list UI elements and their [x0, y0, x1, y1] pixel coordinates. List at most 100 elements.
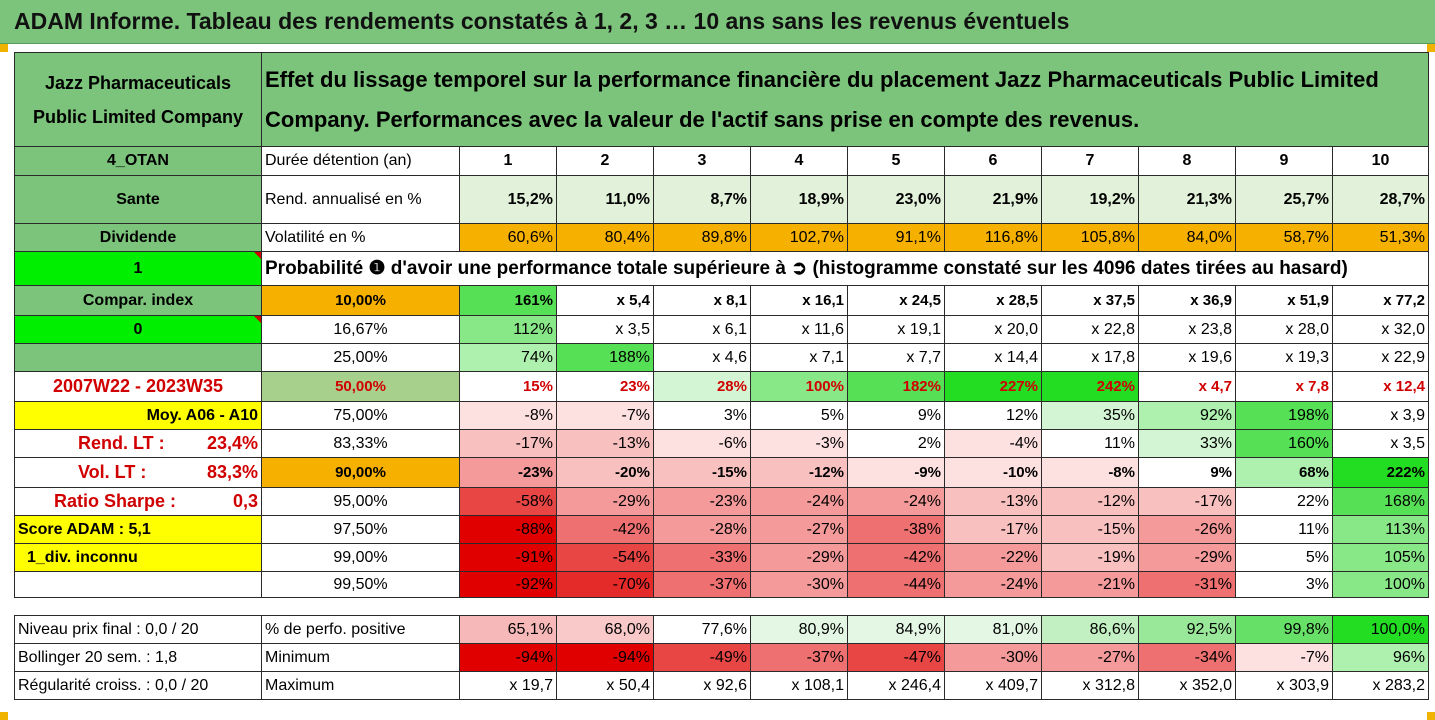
prob-threshold-1: 10,00%: [261, 285, 460, 316]
prob-cell-11-8: -31%: [1138, 571, 1236, 598]
pos-cell-3: 77,6%: [653, 615, 751, 644]
year-header-8: 8: [1138, 146, 1236, 176]
prob-cell-7-9: 68%: [1235, 457, 1333, 488]
min-cell-6: -30%: [944, 643, 1042, 672]
prob-cell-2-6: x 20,0: [944, 315, 1042, 344]
prob-cell-4-3: 28%: [653, 371, 751, 402]
year-header-10: 10: [1332, 146, 1429, 176]
max-cell-2: x 50,4: [556, 671, 654, 700]
prob-cell-6-5: 2%: [847, 429, 945, 458]
prob-cell-1-5: x 24,5: [847, 285, 945, 316]
prob-cell-5-9: 198%: [1235, 401, 1333, 430]
vol-cell-5: 91,1%: [847, 223, 945, 252]
prob-cell-4-2: 23%: [556, 371, 654, 402]
dividend-label: Dividende: [14, 223, 262, 252]
prob-cell-8-3: -23%: [653, 487, 751, 516]
vol-label: Volatilité en %: [261, 223, 460, 252]
vol-cell-2: 80,4%: [556, 223, 654, 252]
max-label: Maximum: [261, 671, 460, 700]
vol-cell-7: 105,8%: [1041, 223, 1139, 252]
regularite-label: Régularité croiss. : 0,0 / 20: [14, 671, 262, 700]
min-cell-2: -94%: [556, 643, 654, 672]
prob-threshold-2: 16,67%: [261, 315, 460, 344]
prob-cell-11-4: -30%: [750, 571, 848, 598]
prob-cell-8-10: 168%: [1332, 487, 1429, 516]
prob-cell-3-6: x 14,4: [944, 343, 1042, 372]
min-cell-7: -27%: [1041, 643, 1139, 672]
prob-cell-7-5: -9%: [847, 457, 945, 488]
vol-cell-3: 89,8%: [653, 223, 751, 252]
prob-cell-9-2: -42%: [556, 515, 654, 544]
prob-cell-2-2: x 3,5: [556, 315, 654, 344]
prob-cell-9-3: -28%: [653, 515, 751, 544]
rend-cell-4: 18,9%: [750, 175, 848, 224]
year-header-3: 3: [653, 146, 751, 176]
prob-cell-7-8: 9%: [1138, 457, 1236, 488]
input-zero[interactable]: 0: [14, 315, 262, 344]
prob-threshold-10: 99,00%: [261, 543, 460, 572]
sector-label: Sante: [14, 175, 262, 224]
year-header-7: 7: [1041, 146, 1139, 176]
prob-cell-11-2: -70%: [556, 571, 654, 598]
rend-lt-label: Rend. LT :: [78, 433, 165, 453]
prob-cell-11-10: 100%: [1332, 571, 1429, 598]
prob-cell-2-1: 112%: [459, 315, 557, 344]
prob-cell-4-1: 15%: [459, 371, 557, 402]
year-header-4: 4: [750, 146, 848, 176]
title-banner: ADAM Informe. Tableau des rendements con…: [0, 0, 1435, 44]
prob-cell-3-9: x 19,3: [1235, 343, 1333, 372]
prob-cell-7-10: 222%: [1332, 457, 1429, 488]
prob-cell-2-4: x 11,6: [750, 315, 848, 344]
prob-cell-9-7: -15%: [1041, 515, 1139, 544]
vol-cell-10: 51,3%: [1332, 223, 1429, 252]
prob-threshold-6: 83,33%: [261, 429, 460, 458]
sharpe-label: Ratio Sharpe :: [54, 491, 177, 511]
compar-index-label: Compar. index: [14, 285, 262, 316]
prob-cell-1-2: x 5,4: [556, 285, 654, 316]
prob-cell-2-10: x 32,0: [1332, 315, 1429, 344]
input-one[interactable]: 1: [14, 251, 262, 286]
min-cell-10: 96%: [1332, 643, 1429, 672]
prob-cell-8-9: 22%: [1235, 487, 1333, 516]
prob-cell-11-1: -92%: [459, 571, 557, 598]
prob-cell-2-8: x 23,8: [1138, 315, 1236, 344]
vol-cell-4: 102,7%: [750, 223, 848, 252]
prob-cell-9-6: -17%: [944, 515, 1042, 544]
prob-cell-6-4: -3%: [750, 429, 848, 458]
prob-cell-11-5: -44%: [847, 571, 945, 598]
prob-cell-5-6: 12%: [944, 401, 1042, 430]
prob-cell-7-7: -8%: [1041, 457, 1139, 488]
prob-cell-5-1: -8%: [459, 401, 557, 430]
rend-lt: Rend. LT : 23,4%: [14, 429, 262, 458]
prob-cell-3-5: x 7,7: [847, 343, 945, 372]
prob-cell-6-8: 33%: [1138, 429, 1236, 458]
pos-cell-1: 65,1%: [459, 615, 557, 644]
year-header-9: 9: [1235, 146, 1333, 176]
header-description: Effet du lissage temporel sur la perform…: [261, 52, 1429, 147]
prob-cell-5-5: 9%: [847, 401, 945, 430]
year-header-5: 5: [847, 146, 945, 176]
prob-cell-3-10: x 22,9: [1332, 343, 1429, 372]
company-name: Jazz Pharmaceuticals Public Limited Comp…: [14, 52, 262, 147]
prob-cell-8-6: -13%: [944, 487, 1042, 516]
sharpe: Ratio Sharpe : 0,3: [14, 487, 262, 516]
prob-cell-7-4: -12%: [750, 457, 848, 488]
prob-cell-5-3: 3%: [653, 401, 751, 430]
min-cell-1: -94%: [459, 643, 557, 672]
prob-cell-7-1: -23%: [459, 457, 557, 488]
report-title: ADAM Informe. Tableau des rendements con…: [14, 8, 1070, 34]
corner-mark-bottom-left: [0, 712, 8, 720]
prob-cell-9-10: 113%: [1332, 515, 1429, 544]
prob-cell-7-6: -10%: [944, 457, 1042, 488]
pos-cell-4: 80,9%: [750, 615, 848, 644]
prob-cell-8-2: -29%: [556, 487, 654, 516]
bollinger-label: Bollinger 20 sem. : 1,8: [14, 643, 262, 672]
rend-cell-9: 25,7%: [1235, 175, 1333, 224]
prob-cell-4-5: 182%: [847, 371, 945, 402]
max-cell-5: x 246,4: [847, 671, 945, 700]
prob-threshold-11: 99,50%: [261, 571, 460, 598]
pos-cell-10: 100,0%: [1332, 615, 1429, 644]
prob-cell-10-2: -54%: [556, 543, 654, 572]
pos-cell-2: 68,0%: [556, 615, 654, 644]
pos-cell-6: 81,0%: [944, 615, 1042, 644]
